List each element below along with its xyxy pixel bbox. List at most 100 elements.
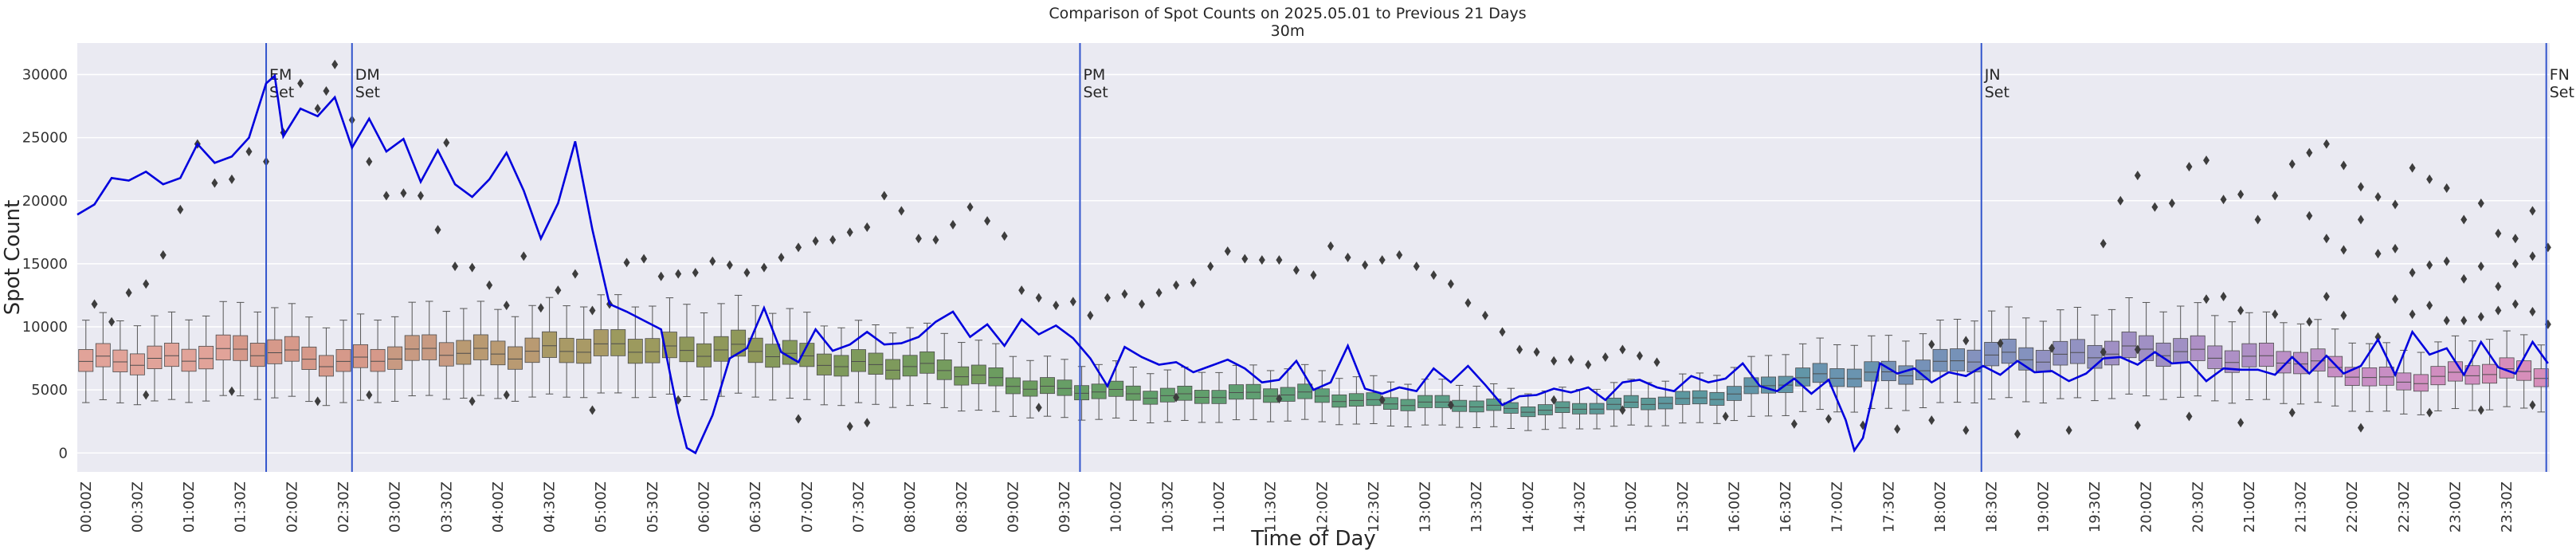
box-item (249, 311, 265, 400)
outlier-point (589, 305, 596, 316)
outlier-point (1790, 418, 1798, 429)
reference-line-label: JN Set (1984, 66, 2009, 101)
reference-line-label-part: Set (1083, 84, 1108, 101)
box-item (2413, 352, 2429, 415)
box-body (2104, 340, 2119, 366)
box-item (456, 308, 472, 399)
outlier-point (2495, 281, 2502, 292)
box-item (2464, 340, 2480, 411)
box-body (1572, 403, 1587, 415)
box-item (1984, 310, 2000, 400)
box-body (902, 355, 918, 377)
box-item (2482, 339, 2498, 411)
outlier-point (1464, 297, 1472, 308)
chart-subtitle: 30m (1271, 22, 1305, 40)
box-body (645, 338, 661, 363)
box-body (988, 367, 1004, 387)
outlier-point (434, 225, 441, 235)
box-item (954, 342, 970, 412)
box-body (524, 337, 540, 363)
outlier-point (1344, 253, 1351, 262)
box-item (1417, 379, 1433, 426)
box-body (1468, 400, 1484, 413)
box-body (233, 335, 249, 361)
box-body (2516, 360, 2532, 381)
outlier-point (1447, 400, 1454, 411)
box-item (335, 320, 351, 403)
box-item (799, 312, 815, 400)
outlier-point (1619, 405, 1626, 415)
box-body (1932, 348, 1948, 372)
box-item (2069, 306, 2085, 399)
box-body (1812, 363, 1828, 383)
box-body (404, 335, 420, 361)
box-item (2378, 342, 2394, 412)
box-body (1159, 387, 1175, 403)
outlier-point (2477, 198, 2484, 208)
box-body (1709, 391, 1725, 406)
x-tick-label: 14:00Z (1520, 481, 1537, 532)
box-item (1503, 387, 1519, 430)
y-tick-label: 5000 (31, 382, 68, 399)
box-item (1846, 344, 1862, 413)
box-body (1194, 390, 1210, 404)
outlier-point (2203, 155, 2210, 166)
box-item (1022, 360, 1038, 418)
x-tick-label: 11:30Z (1263, 481, 1280, 532)
outlier-point (228, 174, 235, 184)
outlier-point (2477, 261, 2484, 272)
box-body (2448, 361, 2463, 382)
box-body (1108, 380, 1124, 397)
outlier-point (1155, 288, 1163, 298)
box-body (2482, 363, 2498, 384)
box-body (593, 329, 609, 356)
outlier-point (1001, 231, 1008, 242)
box-body (2464, 365, 2480, 385)
box-body (1091, 383, 1107, 399)
box-body (696, 343, 712, 367)
box-item (319, 327, 334, 407)
y-tick-label: 15000 (22, 256, 68, 273)
x-axis-label: Time of Day (1250, 527, 1376, 551)
box-item (868, 324, 884, 405)
outlier-point (2237, 418, 2245, 428)
outlier-point (2477, 312, 2484, 322)
reference-line-label: FN Set (2550, 66, 2574, 101)
box-item (936, 332, 952, 408)
outlier-point (1619, 344, 1626, 355)
outlier-point (2323, 139, 2330, 149)
x-tick-label: 16:30Z (1778, 481, 1794, 532)
box-body (1589, 403, 1605, 415)
box-item (2276, 322, 2292, 404)
outlier-point (2237, 305, 2245, 316)
box-item (902, 327, 918, 407)
box-body (1366, 392, 1382, 407)
box-item (1606, 382, 1622, 427)
outlier-point (2495, 228, 2502, 238)
box-body (731, 329, 747, 357)
x-tick-label: 15:00Z (1623, 481, 1640, 532)
box-item (679, 304, 695, 398)
box-body (1846, 368, 1862, 387)
box-item (1434, 379, 1450, 426)
box-item (2224, 321, 2240, 404)
box-body (816, 353, 832, 375)
outlier-point (2460, 316, 2468, 326)
outlier-point (2220, 292, 2227, 302)
box-item (1040, 356, 1055, 417)
box-item (1486, 383, 1502, 427)
box-item (1348, 376, 1364, 425)
reference-line-label-part: Set (269, 84, 294, 101)
box-item (1263, 370, 1279, 422)
box-item (1211, 371, 1227, 423)
box-item (198, 315, 214, 402)
box-body (885, 359, 901, 380)
x-tick-label: 18:00Z (1932, 481, 1949, 532)
box-body (301, 346, 317, 370)
box-body (765, 344, 781, 368)
box-item (2258, 311, 2274, 400)
box-body (164, 343, 179, 367)
outlier-point (382, 191, 390, 201)
outlier-point (2409, 267, 2416, 277)
box-item (2430, 341, 2446, 411)
